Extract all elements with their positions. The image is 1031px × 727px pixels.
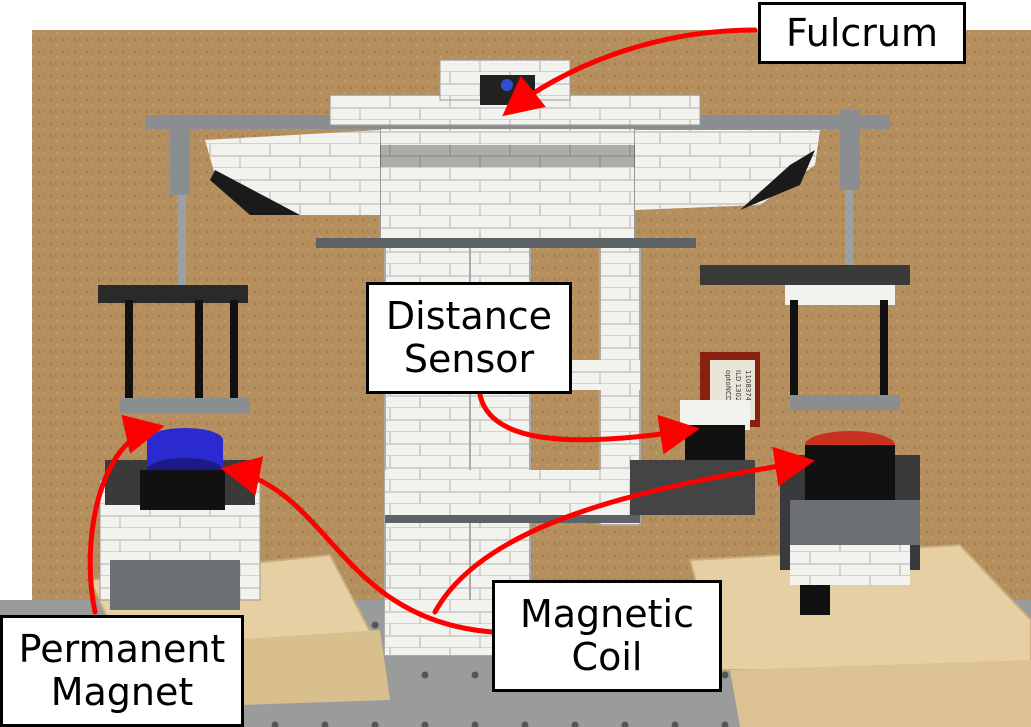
label-distance-sensor-line2: Sensor — [403, 337, 535, 381]
label-fulcrum-text: Fulcrum — [785, 10, 939, 55]
label-distance-sensor-line1: Distance — [385, 294, 553, 339]
annotation-arrows — [87, 27, 815, 635]
label-permanent-magnet: Permanent Magnet — [0, 615, 244, 727]
left-coil-assembly — [99, 428, 261, 610]
arrow-coil-right — [432, 446, 815, 615]
arrow-distance-sensor — [477, 392, 700, 455]
left-hanger — [98, 125, 250, 413]
sensor-text-1: optoNCDT1 — [724, 370, 732, 410]
plywood-right-lower — [730, 660, 1031, 727]
label-magnetic-coil: Magnetic Coil — [492, 580, 722, 692]
label-fulcrum: Fulcrum — [758, 2, 966, 64]
arrow-permanent-magnet — [87, 414, 165, 615]
label-permanent-magnet-line2: Magnet — [50, 670, 194, 714]
plywood-left-lower — [230, 630, 390, 705]
sensor-text-2: ILD 1302-200 — [734, 370, 742, 417]
arrow-fulcrum — [502, 27, 758, 117]
right-hanger — [700, 110, 910, 410]
label-magnetic-coil-line1: Magnetic — [519, 592, 694, 637]
label-magnetic-coil-line2: Coil — [571, 635, 643, 679]
label-distance-sensor: Distance Sensor — [366, 282, 572, 394]
sensor-text-3: 1108374 — [744, 370, 752, 402]
arrow-coil-left — [220, 456, 495, 635]
label-permanent-magnet-line1: Permanent — [18, 627, 226, 672]
